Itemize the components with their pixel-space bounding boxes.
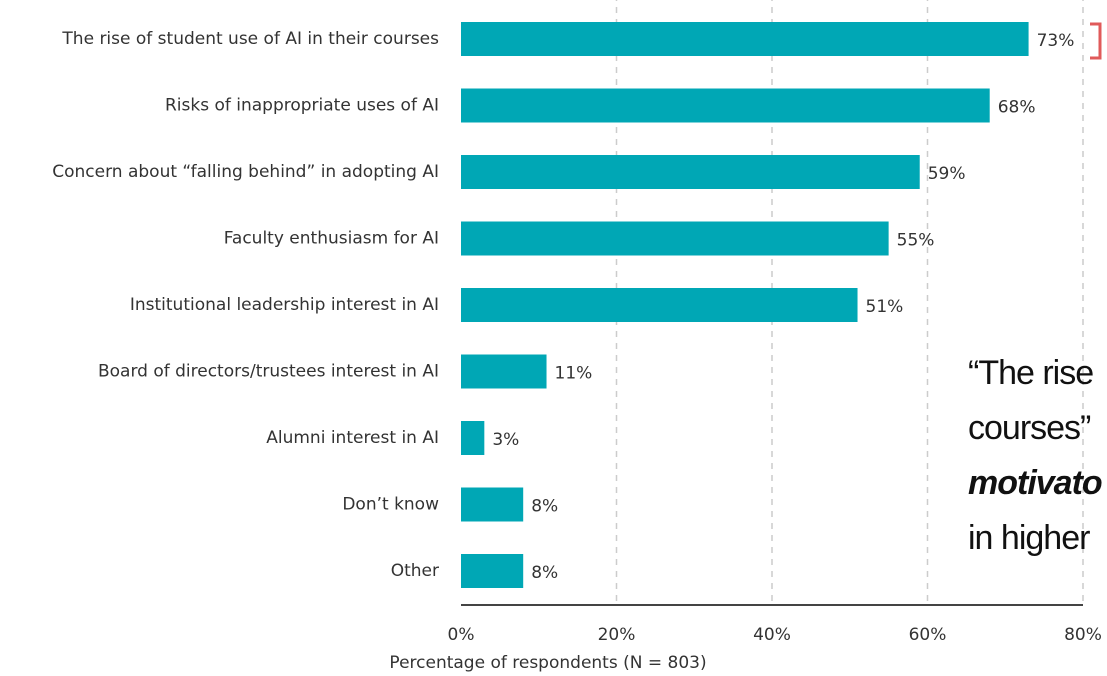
value-label: 3% [492, 430, 519, 450]
y-tick-label: Alumni interest in AI [266, 428, 439, 448]
y-tick-label: Faculty enthusiasm for AI [224, 229, 439, 249]
bar [461, 554, 524, 588]
y-tick-label: Board of directors/trustees interest in … [98, 362, 439, 382]
value-label: 55% [897, 231, 935, 251]
bar [461, 155, 920, 189]
value-label: 8% [531, 497, 558, 517]
value-label: 11% [555, 364, 593, 384]
y-tick-label: Concern about “falling behind” in adopti… [52, 162, 439, 182]
y-tick-label: Institutional leadership interest in AI [130, 295, 439, 315]
annotation-line: motivato [968, 464, 1102, 502]
annotation-line: in higher [968, 519, 1090, 557]
y-tick-label: Other [391, 561, 439, 581]
bar [461, 221, 889, 256]
x-tick-label: 40% [753, 625, 791, 645]
annotation-line: courses” [968, 409, 1091, 447]
bar [461, 288, 858, 322]
x-tick-label: 80% [1064, 625, 1102, 645]
value-label: 68% [998, 98, 1036, 118]
x-tick-label: 60% [909, 625, 947, 645]
y-tick-label: The rise of student use of AI in their c… [61, 29, 439, 49]
x-axis-label: Percentage of respondents (N = 803) [389, 653, 706, 673]
highlight-bracket [1090, 22, 1102, 60]
x-tick-label: 20% [598, 625, 636, 645]
value-label: 51% [866, 297, 904, 317]
bar [461, 421, 485, 455]
value-label: 8% [531, 563, 558, 583]
bar [461, 354, 547, 389]
x-tick-label: 0% [448, 625, 475, 645]
bar [461, 88, 990, 123]
y-tick-label: Risks of inappropriate uses of AI [165, 96, 439, 116]
y-tick-label: Don’t know [342, 495, 439, 515]
bar [461, 487, 524, 522]
value-label: 59% [928, 164, 966, 184]
bar [461, 22, 1029, 56]
value-label: 73% [1037, 31, 1075, 51]
annotation-line: “The rise [968, 354, 1093, 392]
